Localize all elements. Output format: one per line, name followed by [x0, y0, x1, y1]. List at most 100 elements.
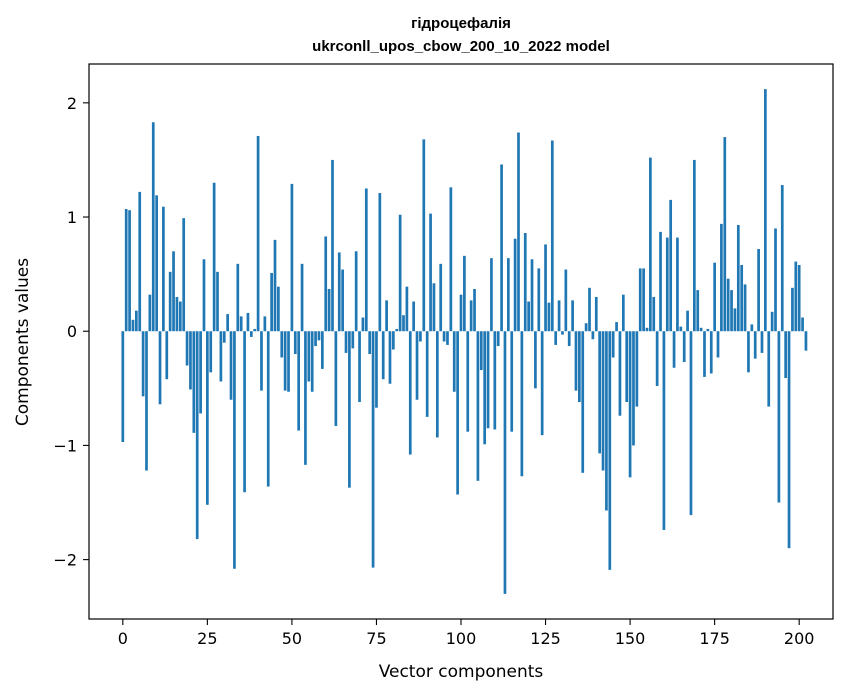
bar	[804, 331, 808, 351]
bar	[767, 331, 771, 407]
bar	[202, 259, 206, 332]
bar	[490, 258, 493, 332]
bar	[297, 331, 301, 431]
bar	[138, 191, 142, 332]
bar	[439, 263, 443, 332]
bar	[510, 331, 514, 432]
bar	[354, 251, 358, 332]
bar	[686, 310, 689, 332]
bar	[513, 238, 517, 332]
bar	[676, 237, 679, 332]
bar	[165, 331, 169, 380]
bar	[287, 331, 290, 392]
bar	[652, 296, 656, 332]
bar	[601, 331, 605, 471]
bar	[692, 159, 696, 332]
bar	[216, 271, 219, 332]
bar	[649, 157, 652, 332]
bar	[385, 300, 388, 332]
bar	[476, 331, 480, 481]
bar	[770, 311, 774, 332]
bar	[598, 331, 602, 454]
bar	[236, 263, 240, 332]
bar	[743, 284, 747, 332]
bar	[206, 331, 209, 505]
bar	[314, 331, 317, 347]
bar	[256, 135, 260, 332]
bar	[520, 331, 524, 477]
bar	[172, 251, 175, 332]
bar	[155, 195, 158, 332]
bar	[273, 239, 277, 332]
bar	[344, 331, 348, 353]
bar	[479, 331, 483, 371]
bar	[446, 331, 449, 345]
bar	[270, 272, 273, 332]
bar	[679, 326, 683, 332]
bar	[375, 331, 378, 408]
x-tick-label: 50	[282, 629, 302, 648]
bar	[473, 288, 476, 332]
bar	[341, 269, 344, 332]
bar	[618, 331, 622, 416]
x-tick-label: 125	[530, 629, 561, 648]
bar	[483, 331, 487, 445]
bar	[368, 331, 372, 355]
bar	[699, 327, 703, 332]
bar	[456, 331, 459, 495]
x-tick-label: 100	[446, 629, 477, 648]
bar	[777, 331, 781, 503]
bar	[642, 268, 645, 332]
bar	[324, 236, 328, 332]
bar	[310, 331, 314, 392]
bar	[246, 312, 250, 332]
bar	[544, 244, 547, 332]
bar	[571, 300, 574, 332]
bar	[158, 331, 162, 405]
bar	[388, 331, 392, 384]
bar	[632, 331, 635, 446]
bar	[561, 331, 564, 335]
bar	[774, 228, 777, 332]
bar	[280, 331, 284, 358]
bar	[435, 331, 439, 438]
y-tick-label: −1	[53, 436, 77, 455]
bar	[290, 183, 294, 332]
bar	[547, 302, 551, 332]
bar	[243, 331, 246, 493]
bar	[300, 263, 304, 332]
bar	[128, 210, 131, 332]
bar	[665, 237, 669, 332]
bar	[283, 331, 287, 391]
y-axis-label: Components values	[13, 258, 33, 426]
bar	[429, 213, 432, 332]
bar	[351, 331, 355, 349]
bar	[442, 331, 446, 342]
bar	[780, 185, 784, 332]
bar	[408, 331, 412, 455]
bar	[229, 331, 233, 400]
bar	[459, 294, 463, 332]
bar	[331, 159, 334, 332]
bar	[527, 301, 530, 332]
bar	[148, 294, 152, 332]
bar	[469, 300, 473, 332]
bar	[655, 331, 659, 387]
bar	[145, 331, 148, 471]
bar	[381, 331, 385, 380]
bar	[425, 331, 429, 417]
bar	[716, 331, 720, 358]
bar	[706, 328, 710, 332]
bar	[364, 188, 368, 332]
bar	[320, 331, 324, 369]
bar	[178, 301, 182, 332]
bar	[635, 331, 639, 407]
bar	[168, 271, 172, 332]
bar	[584, 323, 588, 332]
bar	[371, 331, 375, 568]
bar	[747, 331, 750, 373]
bar	[557, 300, 561, 332]
bar	[361, 317, 365, 332]
bar	[226, 314, 230, 332]
y-axis: −2 −1 0 1 2	[53, 94, 89, 570]
